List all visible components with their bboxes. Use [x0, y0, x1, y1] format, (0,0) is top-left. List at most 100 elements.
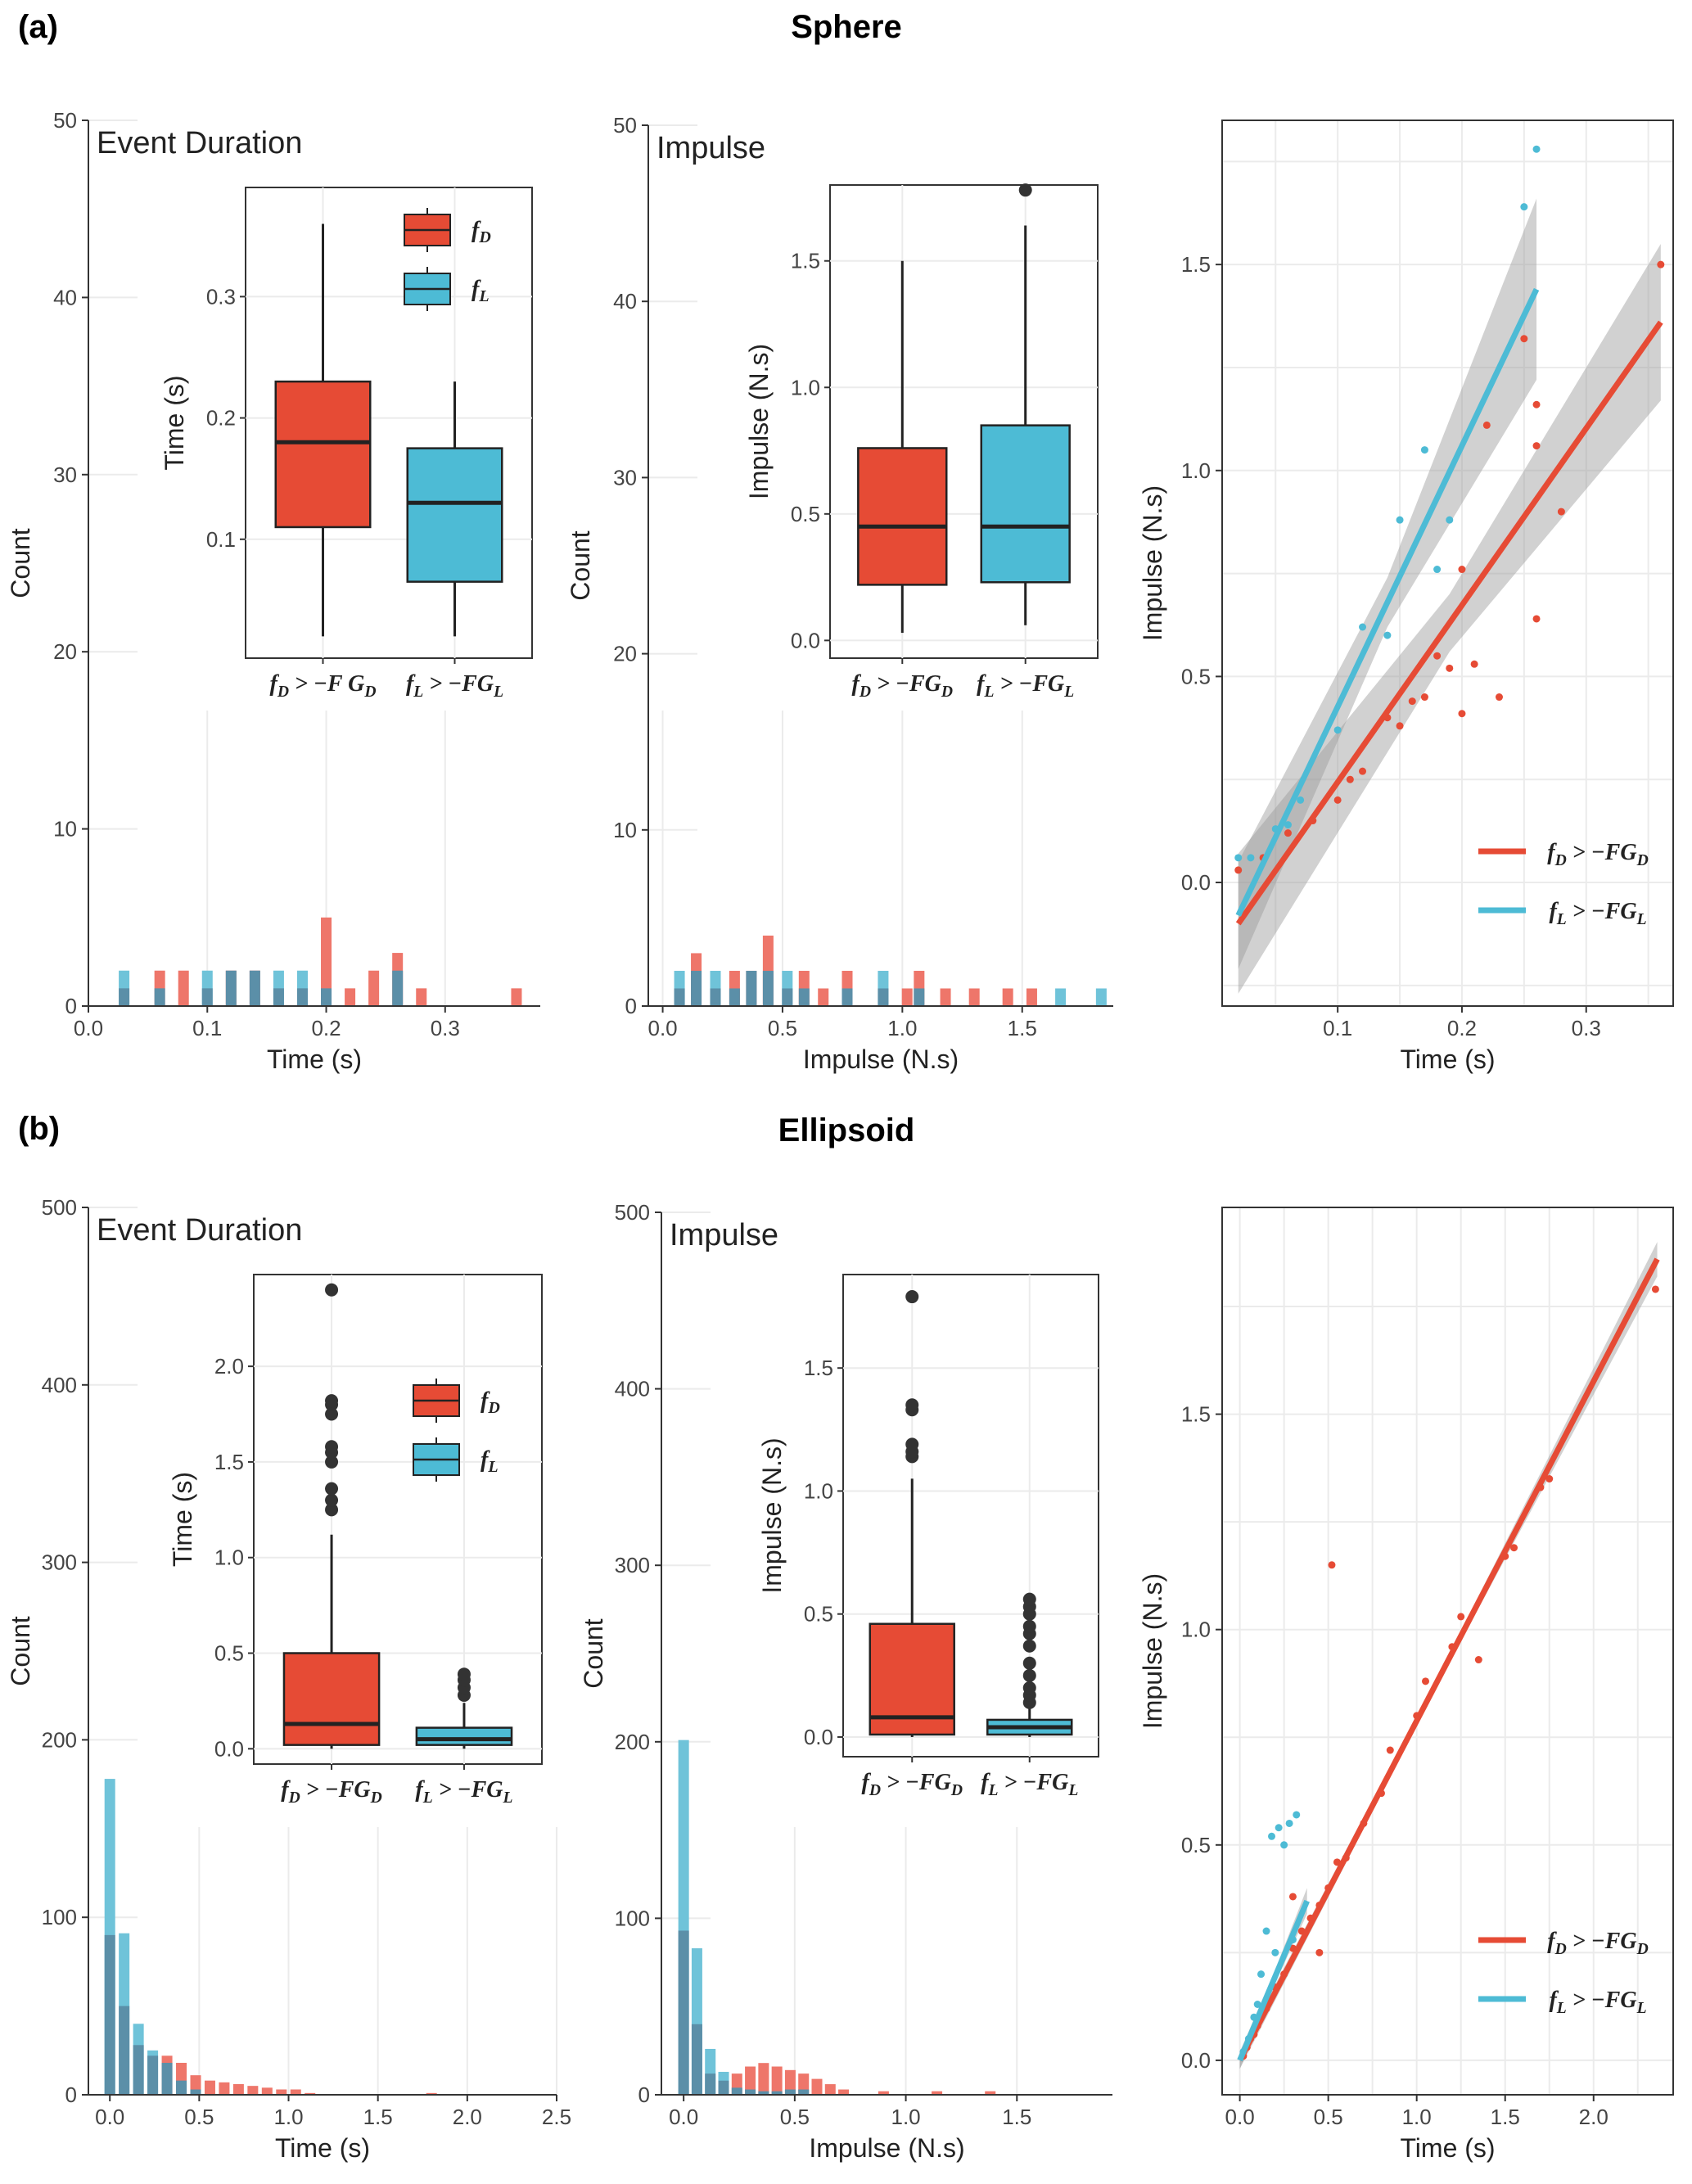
lift-point: [1262, 1927, 1270, 1935]
legend-label: fL > −FGL: [1549, 1988, 1646, 2017]
b-duration-hist-group: 0 100 200 300 400 500 0.0 0.5 1.0 1.5 2.0 2.5 Time (…: [6, 1195, 571, 2163]
y-tick-label: 30: [613, 465, 637, 490]
a-duration-hist-group: 0 10 20 30 40 50 0.0 0.1 0.2 0.3 Time (s) Count Even…: [6, 108, 540, 1074]
drag-point: [1458, 566, 1466, 574]
x-tick-label: 1.0: [887, 1016, 917, 1040]
label-part: L: [478, 287, 489, 305]
x-tick-label: 1.5: [1008, 1016, 1037, 1040]
label-part: f: [977, 671, 986, 697]
x-tick-label: 2.0: [1579, 2105, 1609, 2129]
category-label: fD > −FGD: [862, 1770, 963, 1799]
inset-title: Impulse: [656, 131, 765, 165]
x-tick-label: 2.5: [542, 2105, 571, 2129]
drag-box: [857, 447, 948, 586]
lift-point: [1253, 2000, 1261, 2008]
drag-point: [1470, 660, 1478, 668]
drag-point: [1386, 1746, 1394, 1754]
overlap-bar: [161, 2062, 173, 2095]
drag-bar: [321, 917, 332, 1006]
inset-title: Impulse: [670, 1218, 778, 1252]
y-tick-label: 300: [42, 1550, 77, 1575]
label-part: f: [981, 1770, 990, 1795]
label-part: > −F G: [289, 671, 364, 697]
y-tick-label: 1.0: [804, 1478, 833, 1503]
label-part: f: [472, 218, 481, 243]
y-axis-label: Count: [566, 530, 595, 601]
drag-bar: [985, 2091, 996, 2095]
y-tick-label: 0.5: [1181, 664, 1211, 688]
label-part: f: [281, 1777, 291, 1803]
label-part: > −FG: [881, 1770, 951, 1795]
label-part: D: [288, 1789, 300, 1807]
outlier-point: [457, 1667, 471, 1681]
y-tick-label: 400: [615, 1377, 650, 1401]
x-tick-label: 0.5: [1314, 2105, 1343, 2129]
y-tick-label: 40: [53, 285, 77, 309]
drag-point: [1396, 722, 1404, 730]
y-tick-label: 0.0: [1181, 870, 1211, 895]
label-part: > −FG: [423, 671, 494, 697]
lift-point: [1383, 631, 1392, 639]
label-part: f: [1547, 840, 1557, 865]
lift-bar: [1095, 988, 1107, 1006]
label-part: D: [941, 684, 953, 701]
y-tick-label: 0.3: [206, 284, 236, 309]
x-tick-label: 1.5: [363, 2105, 393, 2129]
outlier-point: [905, 1290, 919, 1304]
overlap-bar: [705, 2073, 716, 2095]
confidence-band: [1238, 198, 1537, 969]
overlap-bar: [678, 1930, 689, 2095]
label-part: f: [406, 671, 416, 697]
outlier-point: [905, 1398, 919, 1412]
lift-point: [1333, 726, 1342, 734]
outlier-point: [325, 1283, 339, 1297]
y-tick-label: 1.0: [1181, 1618, 1211, 1642]
x-tick-label: 0.1: [192, 1016, 222, 1040]
lift-point: [1284, 821, 1292, 829]
label-part: D: [1636, 1941, 1649, 1958]
plot-bg: [1222, 120, 1673, 1006]
category-label: fD > −FGD: [281, 1777, 381, 1807]
category-label: fL > −FGL: [981, 1770, 1078, 1799]
plots-layer: 0 10 20 30 40 50 0.0 0.1 0.2 0.3 Time (s) Count Even…: [6, 108, 1674, 2163]
box-y-axis-label: Impulse (N.s): [757, 1437, 787, 1593]
overlap-bar: [771, 2091, 783, 2095]
a-impulse-hist-group: 0 10 20 30 40 50 0.0 0.5 1.0 1.5 Impulse (N.s) Coun…: [566, 113, 1113, 1074]
overlap-bar: [729, 988, 740, 1006]
x-tick-label: 0.0: [669, 2105, 698, 2129]
overlap-bar: [691, 970, 702, 1006]
lift-box: [415, 1726, 513, 1746]
overlap-bar: [119, 988, 130, 1006]
drag-point: [1346, 775, 1354, 783]
x-axis-label: Time (s): [1400, 2133, 1495, 2163]
panel-a-label: (a): [18, 9, 58, 45]
y-tick-label: 10: [53, 817, 77, 842]
drag-box: [282, 1652, 381, 1746]
label-part: D: [869, 1782, 881, 1799]
drag-bar: [178, 970, 189, 1006]
lift-point: [1520, 203, 1528, 211]
drag-bar: [219, 2082, 230, 2095]
label-part: D: [277, 684, 289, 701]
category-label: fD > −FGD: [852, 671, 953, 701]
y-tick-label: 0.5: [791, 502, 820, 526]
overlap-bar: [190, 2089, 201, 2095]
label-part: f: [852, 671, 862, 697]
overlap-bar: [798, 988, 810, 1006]
drag-bar: [771, 2066, 783, 2095]
drag-point: [1458, 710, 1466, 718]
y-tick-label: 30: [53, 463, 77, 487]
drag-point: [1482, 421, 1491, 429]
label-part: D: [363, 684, 376, 701]
x-axis-label: Time (s): [275, 2133, 370, 2163]
drag-point: [1510, 1544, 1518, 1552]
drag-point: [1495, 693, 1503, 702]
y-axis-label: Impulse (N.s): [1138, 1573, 1167, 1729]
outlier-point: [325, 1394, 339, 1408]
label-part: L: [503, 1789, 513, 1807]
y-tick-label: 100: [615, 1906, 650, 1930]
box-y-axis-label: Time (s): [168, 1472, 197, 1567]
x-tick-label: 1.0: [891, 2105, 920, 2129]
overlap-bar: [147, 2055, 159, 2095]
